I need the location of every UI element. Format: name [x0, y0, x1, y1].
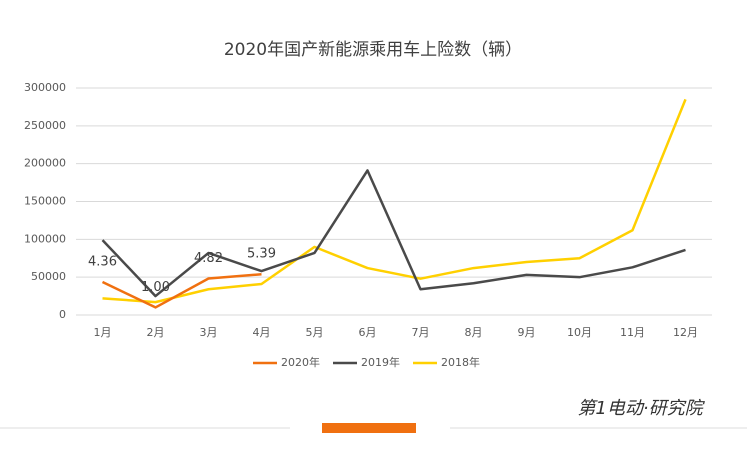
x-tick-label: 12月 — [673, 326, 698, 339]
data-label: 1.00 — [141, 280, 170, 295]
x-tick-label: 11月 — [620, 326, 645, 339]
y-tick-label: 150000 — [24, 195, 66, 208]
x-tick-label: 3月 — [200, 326, 218, 339]
y-tick-label: 100000 — [24, 232, 66, 245]
legend-label: 2019年 — [361, 355, 400, 369]
chart-title: 2020年国产新能源乘用车上险数（辆） — [224, 40, 522, 60]
y-tick-label: 0 — [59, 308, 66, 321]
series-line — [101, 169, 686, 298]
x-tick-label: 1月 — [94, 326, 112, 339]
y-tick-label: 200000 — [24, 157, 66, 170]
y-tick-label: 300000 — [24, 81, 66, 94]
y-tick-label: 250000 — [24, 119, 66, 132]
x-tick-label: 6月 — [359, 326, 377, 339]
series-line — [102, 98, 687, 304]
brand: 第1电动·研究院 — [577, 398, 705, 419]
x-tick-label: 5月 — [306, 326, 324, 339]
x-tick-label: 4月 — [253, 326, 271, 339]
footer-bar — [322, 423, 416, 433]
data-label: 4.36 — [88, 255, 117, 270]
legend-label: 2018年 — [441, 355, 480, 369]
x-tick-label: 7月 — [412, 326, 430, 339]
x-tick-label: 8月 — [465, 326, 483, 339]
data-label: 5.39 — [247, 247, 276, 262]
legend-label: 2020年 — [281, 355, 320, 369]
x-tick-label: 9月 — [518, 326, 536, 339]
y-tick-label: 50000 — [31, 270, 66, 283]
x-tick-label: 10月 — [567, 326, 592, 339]
series-line — [101, 272, 262, 309]
data-label: 4.82 — [194, 251, 223, 266]
x-tick-label: 2月 — [147, 326, 165, 339]
